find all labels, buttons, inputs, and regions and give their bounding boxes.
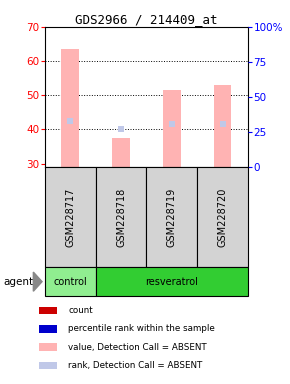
Text: GSM228717: GSM228717 — [65, 187, 75, 247]
Bar — [39, 362, 57, 369]
Bar — [96, 267, 248, 296]
Bar — [45, 267, 96, 296]
Text: GSM228720: GSM228720 — [218, 187, 228, 247]
Text: resveratrol: resveratrol — [145, 276, 198, 287]
Bar — [45, 167, 96, 267]
Bar — [39, 343, 57, 351]
Bar — [61, 49, 79, 167]
Bar — [39, 325, 57, 333]
Text: GSM228719: GSM228719 — [167, 187, 177, 247]
Text: agent: agent — [3, 276, 33, 287]
Bar — [96, 167, 146, 267]
Text: rank, Detection Call = ABSENT: rank, Detection Call = ABSENT — [68, 361, 202, 370]
Bar — [197, 167, 248, 267]
Title: GDS2966 / 214409_at: GDS2966 / 214409_at — [75, 13, 218, 26]
Bar — [146, 167, 197, 267]
Text: GSM228718: GSM228718 — [116, 187, 126, 247]
Text: control: control — [53, 276, 87, 287]
Bar — [214, 85, 231, 167]
Text: value, Detection Call = ABSENT: value, Detection Call = ABSENT — [68, 343, 207, 352]
Bar — [112, 138, 130, 167]
Bar — [163, 90, 181, 167]
Text: count: count — [68, 306, 93, 315]
Text: percentile rank within the sample: percentile rank within the sample — [68, 324, 215, 333]
Bar — [39, 306, 57, 314]
Polygon shape — [33, 272, 42, 291]
